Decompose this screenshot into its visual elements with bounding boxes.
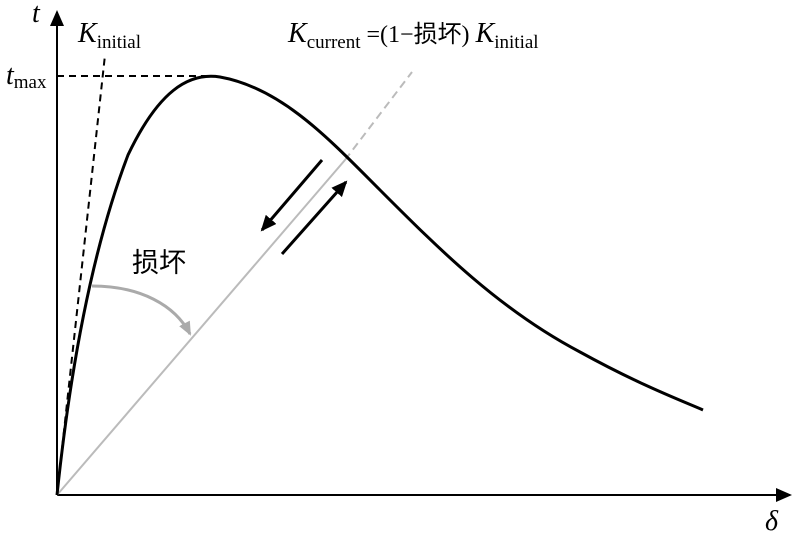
- symbol: K: [287, 18, 308, 49]
- subscript: initial: [97, 32, 141, 53]
- factor-subscript: initial: [494, 32, 538, 53]
- damage-label: 损坏: [132, 248, 186, 278]
- symbol: t: [6, 60, 15, 91]
- symbol: K: [77, 18, 98, 49]
- subscript: max: [14, 72, 47, 93]
- expression: =(1−损坏): [367, 21, 470, 48]
- traction-curve: [55, 74, 704, 496]
- damage-arrow: [91, 284, 192, 336]
- k-current-label: Kcurrent =(1−损坏) Kinitial: [287, 18, 539, 53]
- factor-symbol: K: [475, 18, 496, 49]
- unloading-arrow: [260, 159, 324, 232]
- x-axis-label: δ: [765, 506, 779, 535]
- subscript: current: [307, 32, 362, 53]
- y-axis-label: t: [32, 0, 41, 29]
- current-stiffness-line: [56, 159, 346, 496]
- current-stiffness-extension: [344, 71, 413, 161]
- k-initial-label: Kinitial: [77, 18, 141, 53]
- t-max-label: tmax: [6, 60, 47, 93]
- reloading-arrow: [280, 180, 348, 255]
